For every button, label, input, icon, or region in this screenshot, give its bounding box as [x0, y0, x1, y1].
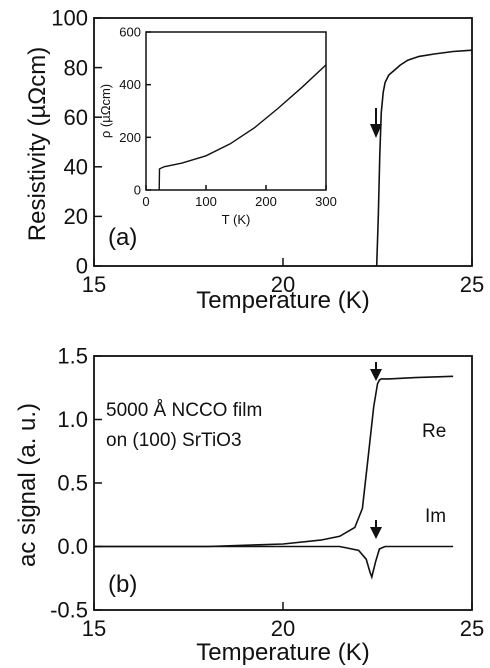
inset-chart: 0 100 200 300 0 200 400 600 T (K) ρ (µΩcm)	[98, 25, 337, 227]
panel-b-series-re	[94, 375, 454, 548]
panel-b-arrow-im	[370, 520, 382, 539]
sample-text-line-1: 5000 Å NCCO film	[106, 400, 262, 421]
y-tick-label: 0	[76, 254, 88, 279]
x-tick-label: 20	[271, 616, 295, 641]
inset-frame	[145, 31, 327, 191]
x-tick-label: 25	[460, 272, 484, 297]
x-tick-label: 300	[315, 194, 337, 209]
panel-b-label: (b)	[108, 571, 137, 598]
y-tick-label: 0	[134, 183, 141, 198]
y-tick-label: -0.5	[50, 598, 88, 623]
inset-ylabel: ρ (µΩcm)	[98, 84, 113, 138]
y-tick-label: 100	[51, 6, 88, 31]
sample-text-line-2: on (100) SrTiO3	[106, 430, 242, 451]
y-tick-label: 40	[64, 155, 88, 180]
x-tick-label: 0	[142, 194, 149, 209]
x-tick-label: 15	[82, 272, 106, 297]
y-tick-label: 0.0	[57, 534, 88, 559]
x-tick-label: 200	[255, 194, 277, 209]
panel-b-series-im	[94, 545, 454, 580]
series-label-re: Re	[422, 421, 446, 442]
y-tick-label: 200	[119, 130, 141, 145]
series-label-im: Im	[425, 506, 446, 527]
y-tick-label: 600	[119, 25, 141, 40]
panel-a-ylabel: Resistivity (µΩcm)	[24, 47, 51, 241]
x-tick-label: 15	[82, 616, 106, 641]
inset-series-line	[158, 64, 327, 191]
y-tick-label: 80	[64, 55, 88, 80]
y-tick-label: 1.0	[57, 407, 88, 432]
y-tick-label: 0.5	[57, 471, 88, 496]
panel-a-series-line	[375, 49, 473, 267]
panel-b-frame	[93, 355, 473, 611]
panel-b: 15 20 25 -0.5 0.0 0.5 1.0 1.5 ac signal (a. u.)…	[14, 344, 484, 666]
panel-b-ylabel: ac signal (a. u.)	[14, 403, 41, 567]
x-tick-label: 100	[195, 194, 217, 209]
x-tick-label: 25	[460, 616, 484, 641]
panel-a: 15 20 25 0 20 40 60 80 100 Resistivity (µΩcm) Te…	[24, 6, 484, 314]
y-tick-label: 1.5	[57, 344, 88, 369]
y-tick-label: 400	[119, 77, 141, 92]
panel-b-arrow-re	[370, 362, 382, 381]
inset-xlabel: T (K)	[222, 212, 251, 227]
panel-a-label: (a)	[108, 224, 137, 251]
x-tick-label: 20	[271, 272, 295, 297]
panel-b-xlabel: Temperature (K)	[196, 639, 369, 666]
y-tick-label: 60	[64, 105, 88, 130]
panel-a-arrow	[370, 108, 382, 138]
y-tick-label: 20	[64, 204, 88, 229]
panel-a-xlabel: Temperature (K)	[196, 287, 369, 314]
